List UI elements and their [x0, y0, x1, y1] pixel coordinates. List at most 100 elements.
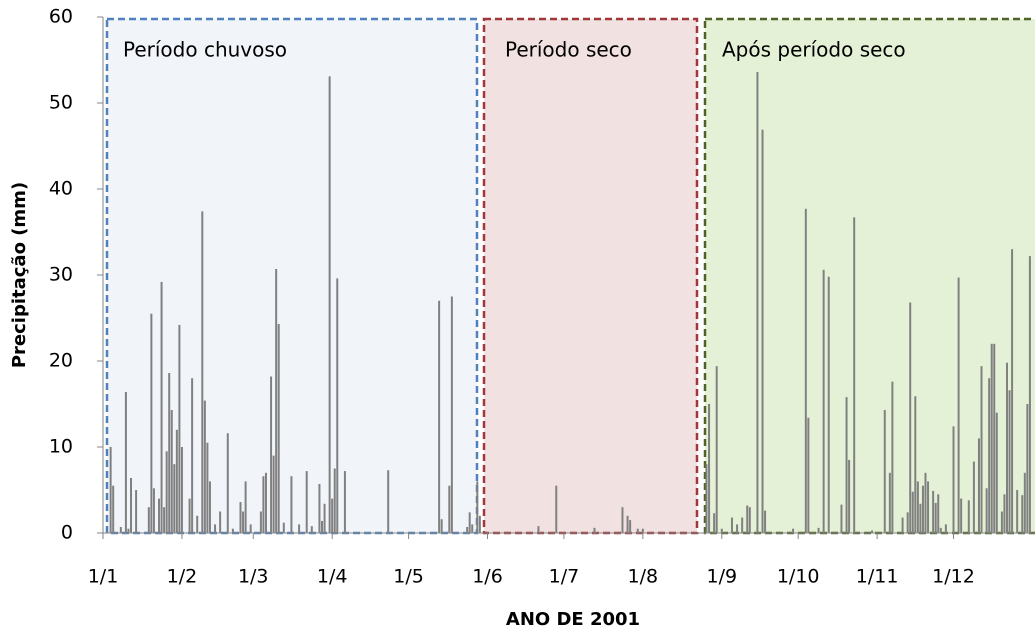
bar [993, 343, 996, 533]
bar [555, 485, 558, 533]
bar [817, 527, 820, 533]
bar [206, 442, 209, 533]
y-tick-label: 60 [49, 6, 73, 28]
bar [277, 324, 280, 533]
bar [178, 324, 181, 533]
bar [1028, 256, 1031, 533]
bar [219, 511, 222, 533]
bar [152, 488, 155, 533]
x-tick-label: 1/9 [706, 566, 737, 588]
bar [109, 447, 112, 533]
bar [262, 476, 265, 533]
bar [944, 524, 947, 533]
bar [871, 530, 874, 533]
bar [807, 417, 810, 533]
bar [934, 502, 937, 533]
annotation: Período chuvoso [123, 38, 287, 62]
bar [331, 498, 334, 533]
bar [119, 526, 122, 533]
bar [275, 268, 278, 533]
y-tick-label: 20 [49, 350, 73, 372]
bar [1023, 472, 1026, 533]
bar [1026, 404, 1029, 533]
bar [471, 524, 474, 533]
bar [270, 376, 273, 533]
bar [914, 396, 917, 533]
bar [478, 515, 481, 533]
x-tick-label: 1/3 [238, 566, 269, 588]
bar [715, 366, 718, 533]
bar [827, 276, 830, 533]
bar [163, 507, 166, 533]
bar [180, 447, 183, 533]
bar [135, 490, 138, 533]
period-box [482, 17, 699, 535]
bar [840, 504, 843, 533]
bar [170, 410, 173, 533]
bar [792, 528, 795, 533]
bar [853, 217, 856, 533]
bar [298, 524, 301, 533]
bar [127, 528, 130, 533]
bar [196, 515, 199, 533]
bar [901, 517, 904, 533]
bar [741, 517, 744, 533]
bar [290, 476, 293, 533]
bar [988, 378, 991, 533]
bar [952, 426, 955, 533]
bar [438, 300, 441, 533]
x-tick-label: 1/1 [88, 566, 119, 588]
x-tick-label: 1/5 [393, 566, 424, 588]
bar [756, 72, 759, 533]
x-tick-label: 1/7 [549, 566, 580, 588]
bar [231, 528, 234, 533]
bar [593, 527, 596, 533]
bar [641, 528, 644, 533]
bar [990, 343, 993, 533]
bar [318, 483, 321, 533]
bar [906, 512, 909, 533]
bar [158, 498, 161, 533]
bar [761, 129, 764, 533]
bar [916, 481, 919, 533]
bar [730, 517, 733, 533]
bar [746, 505, 749, 533]
bar [985, 488, 988, 533]
bar [147, 507, 150, 533]
bar [736, 524, 739, 533]
bar [932, 490, 935, 533]
period-box [703, 17, 1035, 535]
bar [333, 468, 336, 533]
bar [967, 500, 970, 533]
bar [191, 378, 194, 533]
bar [1008, 390, 1011, 533]
bar [720, 528, 723, 533]
bar [909, 302, 912, 533]
bar [972, 461, 975, 533]
bar [214, 524, 217, 533]
x-tick-label: 1/10 [777, 566, 820, 588]
bar [621, 507, 624, 533]
bar [336, 278, 339, 533]
x-axis-title: ANO DE 2001 [506, 609, 640, 630]
bar [626, 515, 629, 533]
bar [1003, 494, 1006, 533]
bar [244, 481, 247, 533]
bar [450, 296, 453, 533]
bar [1011, 249, 1014, 533]
bar [705, 464, 708, 533]
bar [448, 485, 451, 533]
bar [957, 277, 960, 533]
bar [466, 526, 469, 533]
bar [1000, 511, 1003, 533]
y-tick-label: 40 [49, 178, 73, 200]
bar [822, 269, 825, 533]
bar [323, 503, 326, 533]
bar [845, 397, 848, 533]
x-tick-label: 1/12 [932, 566, 975, 588]
bar [708, 404, 711, 533]
bar [320, 520, 323, 533]
bar [124, 391, 127, 533]
bar [977, 438, 980, 533]
